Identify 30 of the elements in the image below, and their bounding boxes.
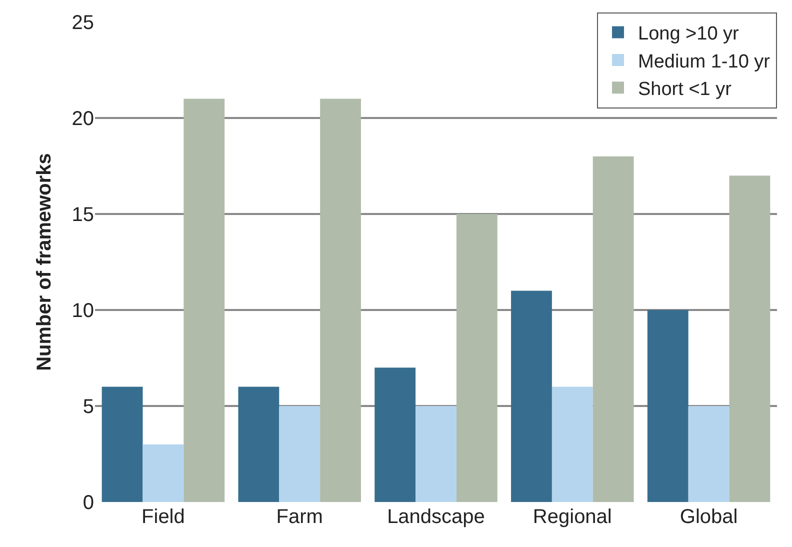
y-tick-label: 15 — [72, 204, 94, 226]
x-tick-label: Landscape — [387, 506, 485, 528]
bar — [729, 176, 770, 502]
y-tick-label: 0 — [82, 492, 94, 514]
y-tick-label: 25 — [72, 12, 94, 34]
bar — [279, 406, 320, 502]
bar — [592, 156, 634, 502]
bar — [511, 290, 552, 502]
legend-label: Short <1 yr — [638, 79, 732, 100]
y-tick-label: 20 — [72, 108, 94, 130]
bar — [184, 98, 225, 502]
x-tick-label: Farm — [276, 506, 323, 528]
bar — [456, 214, 498, 502]
bar — [416, 406, 456, 502]
legend-label: Long >10 yr — [638, 24, 740, 45]
y-tick-label: 5 — [82, 396, 94, 418]
bar — [320, 98, 361, 502]
x-tick-label: Field — [142, 506, 185, 528]
bar — [238, 386, 280, 502]
bar — [102, 386, 143, 502]
bar — [552, 386, 593, 502]
y-axis-title: Number of frameworks — [33, 153, 56, 371]
x-tick-label: Regional — [532, 506, 612, 528]
legend-label: Medium 1-10 yr — [638, 51, 771, 72]
bar — [647, 310, 688, 502]
x-tick-label: Global — [680, 506, 738, 528]
y-tick-label: 10 — [72, 300, 94, 322]
bar — [688, 406, 730, 502]
bar — [374, 368, 416, 502]
bar — [142, 444, 184, 502]
